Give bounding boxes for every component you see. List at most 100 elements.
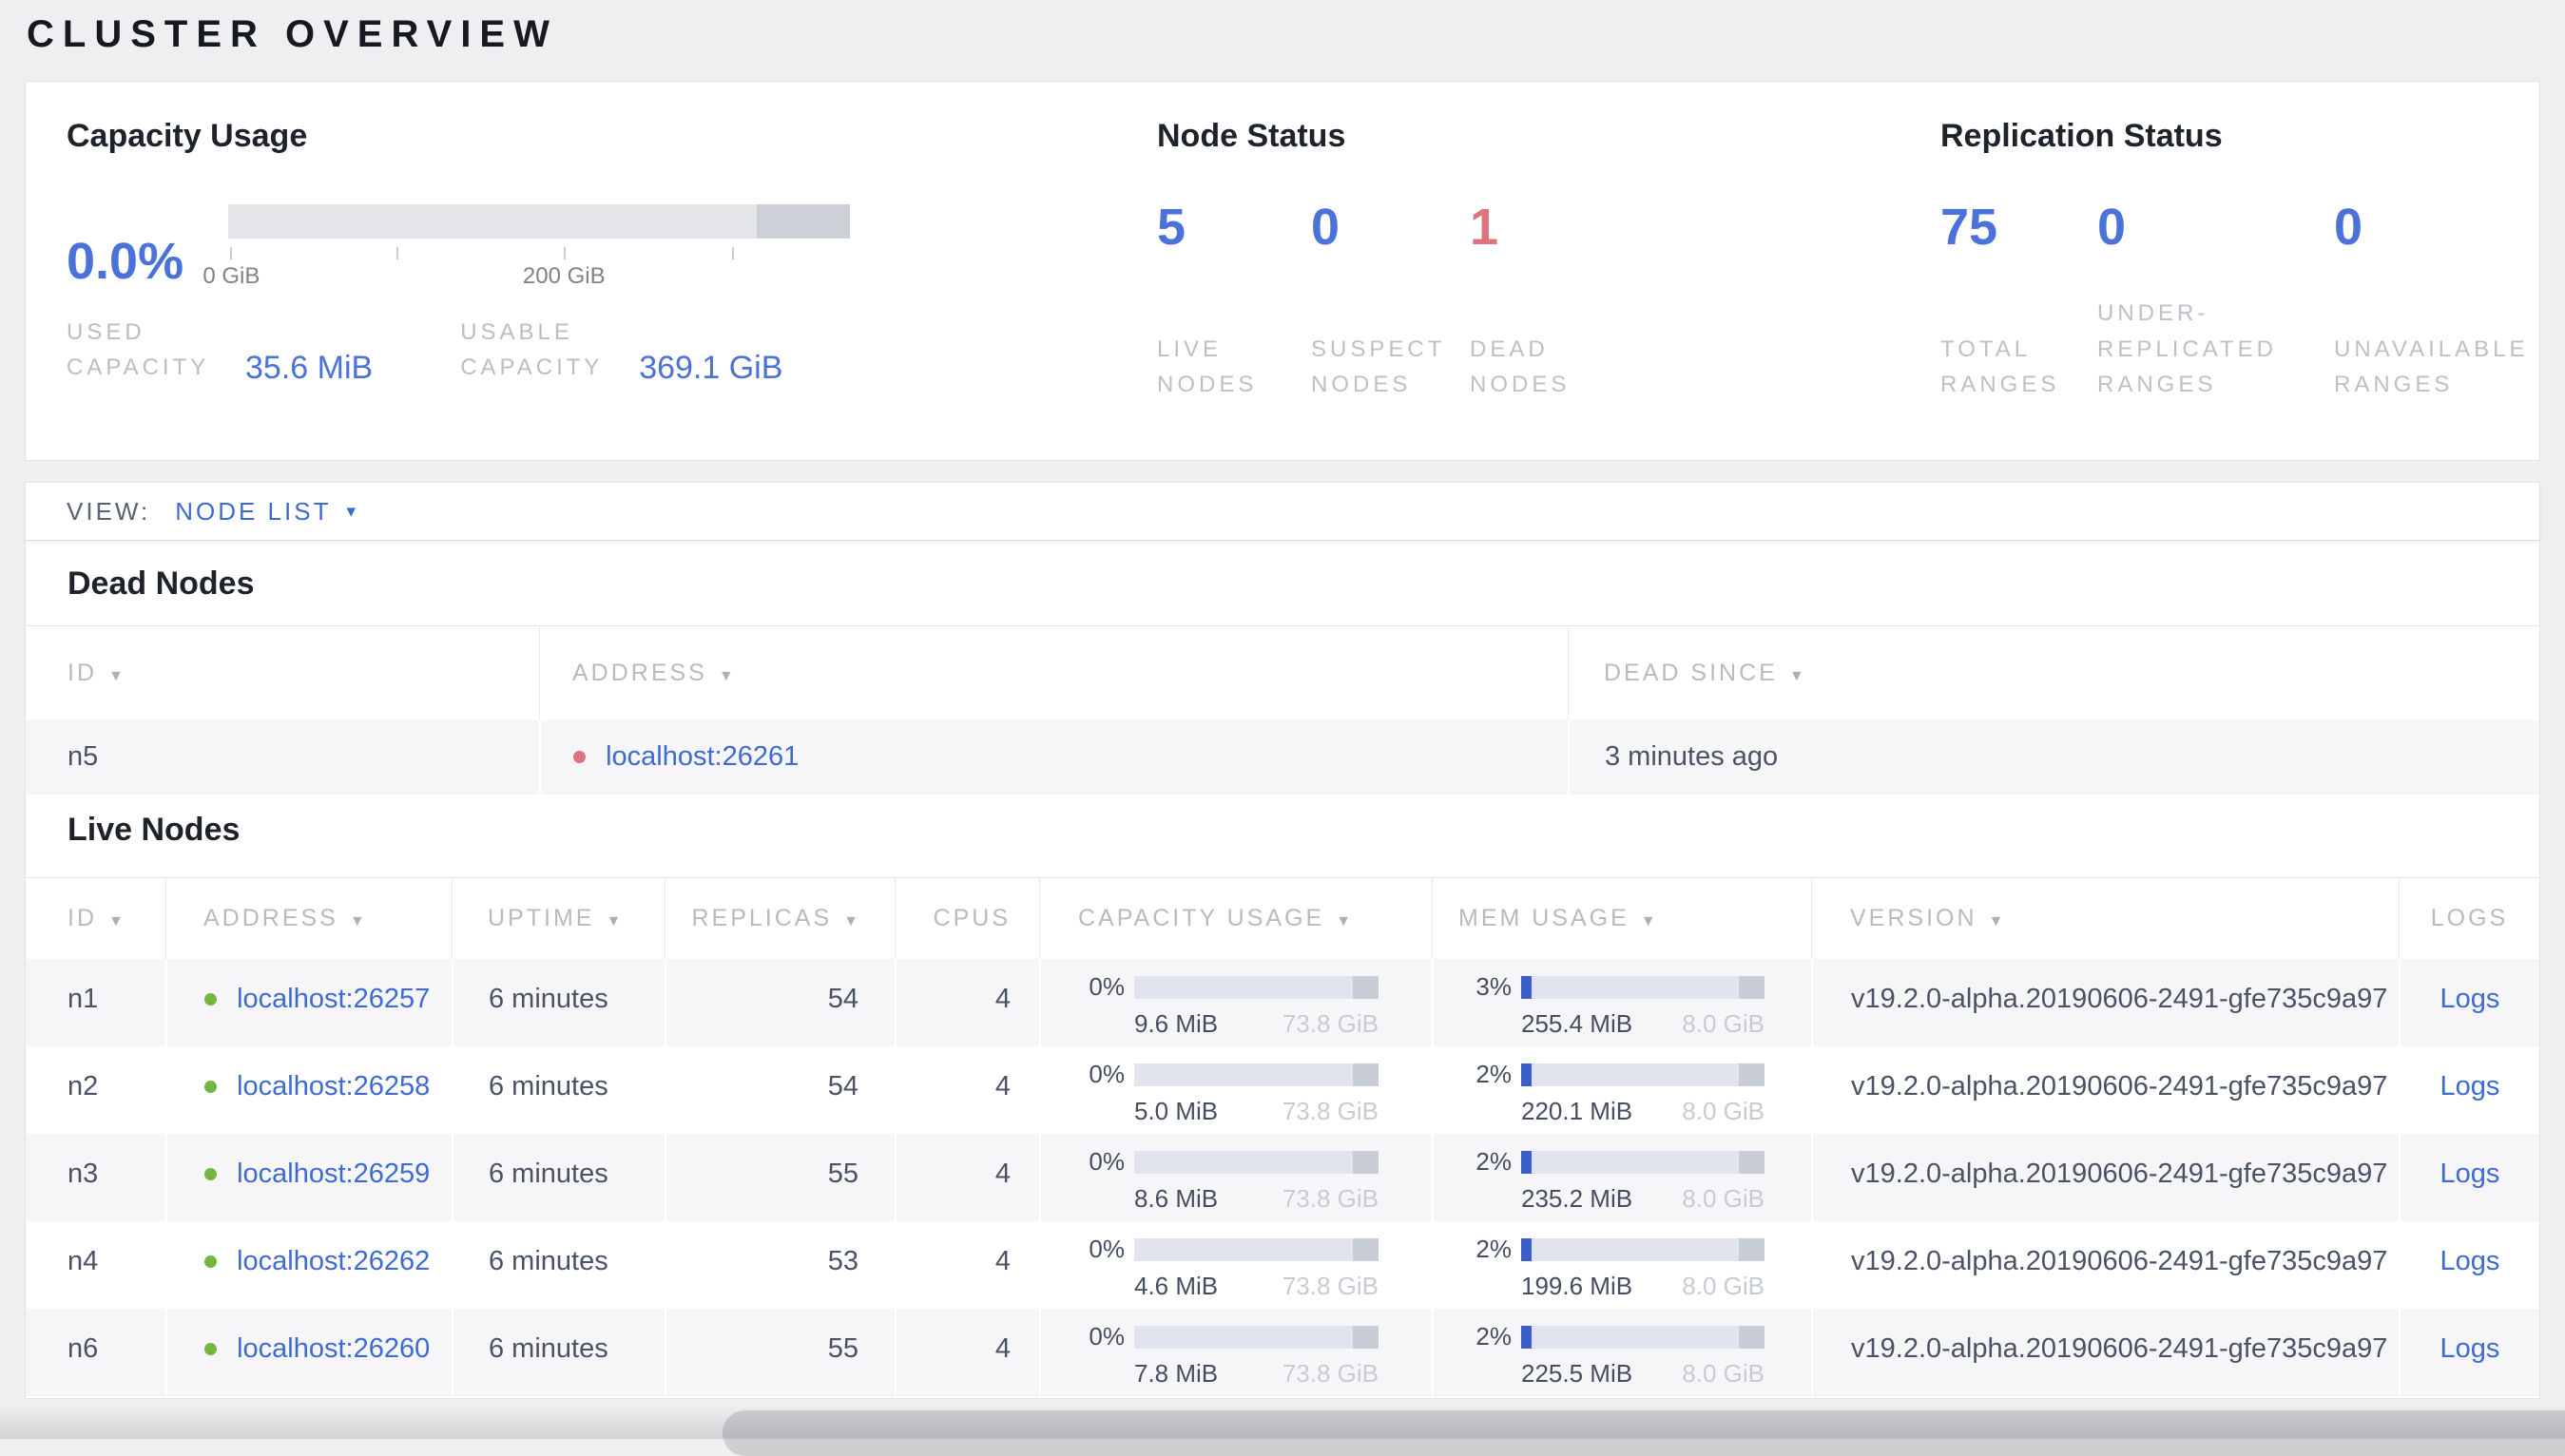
- logs-link[interactable]: Logs: [2440, 1246, 2500, 1276]
- usable-capacity-value: 369.1 GiB: [639, 350, 783, 387]
- cpus-cell: 4: [895, 1221, 1039, 1309]
- capacity-total-value: 73.8 GiB: [1282, 1272, 1379, 1300]
- axis-tick: [395, 247, 398, 259]
- capacity-bar-other-segment: [757, 204, 851, 239]
- node-address-link[interactable]: localhost:26262: [237, 1246, 431, 1276]
- capacity-percent-label: 0%: [1089, 972, 1125, 1001]
- replicas-cell: 54: [665, 1046, 895, 1134]
- used-capacity-stat: USED CAPACITY 35.6 MiB: [67, 315, 374, 387]
- logs-link[interactable]: Logs: [2440, 1071, 2500, 1102]
- replication-status-title: Replication Status: [1940, 118, 2223, 154]
- sort-desc-icon: ▼: [606, 913, 622, 929]
- logs-cell: Logs: [2399, 1134, 2539, 1221]
- capacity-mini-bar: [1134, 1237, 1379, 1261]
- replicas-cell: 53: [665, 1221, 895, 1309]
- capacity-usage-cell: 0% 9.6 MiB 73.8 GiB: [1039, 959, 1432, 1046]
- mem-percent-label: 2%: [1475, 1235, 1512, 1263]
- suspect-nodes-label: SUSPECT NODES: [1311, 335, 1445, 397]
- mem-used-value: 220.1 MiB: [1521, 1097, 1633, 1125]
- mem-usage-cell: 2% 225.5 MiB 8.0 GiB: [1432, 1309, 1811, 1396]
- unavailable-ranges-count: 0: [2334, 199, 2363, 256]
- uptime-cell: 6 minutes: [452, 1309, 665, 1396]
- mem-usage-cell: 2% 220.1 MiB 8.0 GiB: [1432, 1046, 1811, 1134]
- node-address-link[interactable]: localhost:26257: [237, 984, 431, 1014]
- logs-link[interactable]: Logs: [2440, 984, 2500, 1014]
- node-address-link[interactable]: localhost:26259: [237, 1159, 431, 1189]
- mem-mini-bar: [1521, 975, 1765, 999]
- node-address-link[interactable]: localhost:26260: [237, 1333, 431, 1364]
- dead-nodes-count: 1: [1470, 199, 1499, 256]
- version-cell: v19.2.0-alpha.20190606-2491-gfe735c9a97: [1811, 959, 2399, 1046]
- capacity-bar-axis: 0 GiB 200 GiB: [202, 239, 850, 289]
- node-address-link[interactable]: localhost:26258: [237, 1071, 431, 1102]
- live-nodes-stat: 5 LIVE NODES: [1157, 201, 1311, 402]
- column-header-id[interactable]: ID ▼: [26, 625, 539, 720]
- mem-mini-bar: [1521, 1325, 1765, 1349]
- page-bottom-shadow: [0, 1405, 2565, 1456]
- replicas-cell: 55: [665, 1134, 895, 1221]
- bottom-shadow-blob: [723, 1410, 2565, 1456]
- axis-tick: [731, 247, 734, 259]
- column-header-address[interactable]: ADDRESS ▼: [165, 877, 452, 959]
- node-address-link[interactable]: localhost:26261: [606, 741, 800, 772]
- mem-total-value: 8.0 GiB: [1682, 1184, 1765, 1213]
- view-dropdown[interactable]: NODE LIST ▾: [175, 497, 358, 527]
- mem-bar-other-segment: [1739, 975, 1765, 999]
- dead-since-cell: 3 minutes ago: [1568, 720, 2539, 795]
- logs-link[interactable]: Logs: [2440, 1159, 2500, 1189]
- column-header-version[interactable]: VERSION ▼: [1811, 877, 2399, 959]
- mem-bar-fill: [1521, 1150, 1532, 1174]
- capacity-total-value: 73.8 GiB: [1282, 1184, 1379, 1213]
- uptime-cell: 6 minutes: [452, 1134, 665, 1221]
- column-header-mem-usage[interactable]: MEM USAGE ▼: [1432, 877, 1811, 959]
- sort-desc-icon: ▼: [1336, 913, 1352, 929]
- column-header-capacity-usage[interactable]: CAPACITY USAGE ▼: [1039, 877, 1432, 959]
- suspect-nodes-stat: 0 SUSPECT NODES: [1311, 201, 1470, 402]
- table-row: n5 localhost:26261 3 minutes ago: [26, 720, 2539, 795]
- column-header-id[interactable]: ID ▼: [26, 877, 165, 959]
- live-status-dot-icon: [204, 993, 217, 1006]
- view-selector-bar: VIEW: NODE LIST ▾: [25, 482, 2540, 541]
- capacity-total-value: 73.8 GiB: [1282, 1009, 1379, 1038]
- live-status-dot-icon: [204, 1081, 217, 1093]
- mem-total-value: 8.0 GiB: [1682, 1097, 1765, 1125]
- axis-tick-label: 0 GiB: [202, 263, 260, 289]
- view-dropdown-value: NODE LIST: [175, 496, 332, 526]
- used-capacity-value: 35.6 MiB: [245, 350, 374, 387]
- mem-percent-label: 2%: [1475, 1147, 1512, 1176]
- capacity-bar-other-segment: [1353, 975, 1379, 999]
- column-header-dead-since[interactable]: DEAD SINCE ▼: [1568, 625, 2539, 720]
- logs-link[interactable]: Logs: [2440, 1333, 2500, 1364]
- mem-percent-label: 3%: [1475, 972, 1512, 1001]
- column-header-replicas[interactable]: REPLICAS ▼: [665, 877, 895, 959]
- capacity-bar-other-segment: [1353, 1237, 1379, 1261]
- chevron-down-icon: ▾: [346, 501, 358, 522]
- axis-tick-label: 200 GiB: [522, 263, 606, 289]
- mem-used-value: 235.2 MiB: [1521, 1184, 1633, 1213]
- version-cell: v19.2.0-alpha.20190606-2491-gfe735c9a97: [1811, 1221, 2399, 1309]
- node-id-cell: n4: [68, 1246, 99, 1276]
- capacity-usage-cell: 0% 7.8 MiB 73.8 GiB: [1039, 1309, 1432, 1396]
- mem-total-value: 8.0 GiB: [1682, 1009, 1765, 1038]
- table-header-row: ID ▼ ADDRESS ▼ UPTIME ▼ REPLICAS ▼ CPUS CAPA…: [26, 877, 2539, 959]
- capacity-mini-bar: [1134, 1150, 1379, 1174]
- capacity-used-value: 4.6 MiB: [1134, 1272, 1219, 1300]
- cpus-cell: 4: [895, 959, 1039, 1046]
- dead-nodes-table: ID ▼ ADDRESS ▼ DEAD SINCE ▼ n5 localhost:26…: [26, 625, 2539, 795]
- mem-bar-fill: [1521, 1063, 1532, 1086]
- capacity-used-value: 5.0 MiB: [1134, 1097, 1219, 1125]
- column-header-logs: LOGS: [2399, 877, 2539, 959]
- mem-used-value: 199.6 MiB: [1521, 1272, 1633, 1300]
- sort-desc-icon: ▼: [1788, 668, 1804, 684]
- node-id-cell: n5: [68, 741, 99, 772]
- capacity-total-value: 73.8 GiB: [1282, 1359, 1379, 1388]
- capacity-used-value: 9.6 MiB: [1134, 1009, 1219, 1038]
- column-header-uptime[interactable]: UPTIME ▼: [452, 877, 665, 959]
- table-row: n3 localhost:26259 6 minutes 55 4 0% 8.6…: [26, 1134, 2539, 1221]
- dead-nodes-stat: 1 DEAD NODES: [1470, 199, 1641, 402]
- capacity-used-value: 8.6 MiB: [1134, 1184, 1219, 1213]
- column-header-address[interactable]: ADDRESS ▼: [539, 625, 1568, 720]
- sort-desc-icon: ▼: [1988, 913, 2004, 929]
- replicas-cell: 55: [665, 1309, 895, 1396]
